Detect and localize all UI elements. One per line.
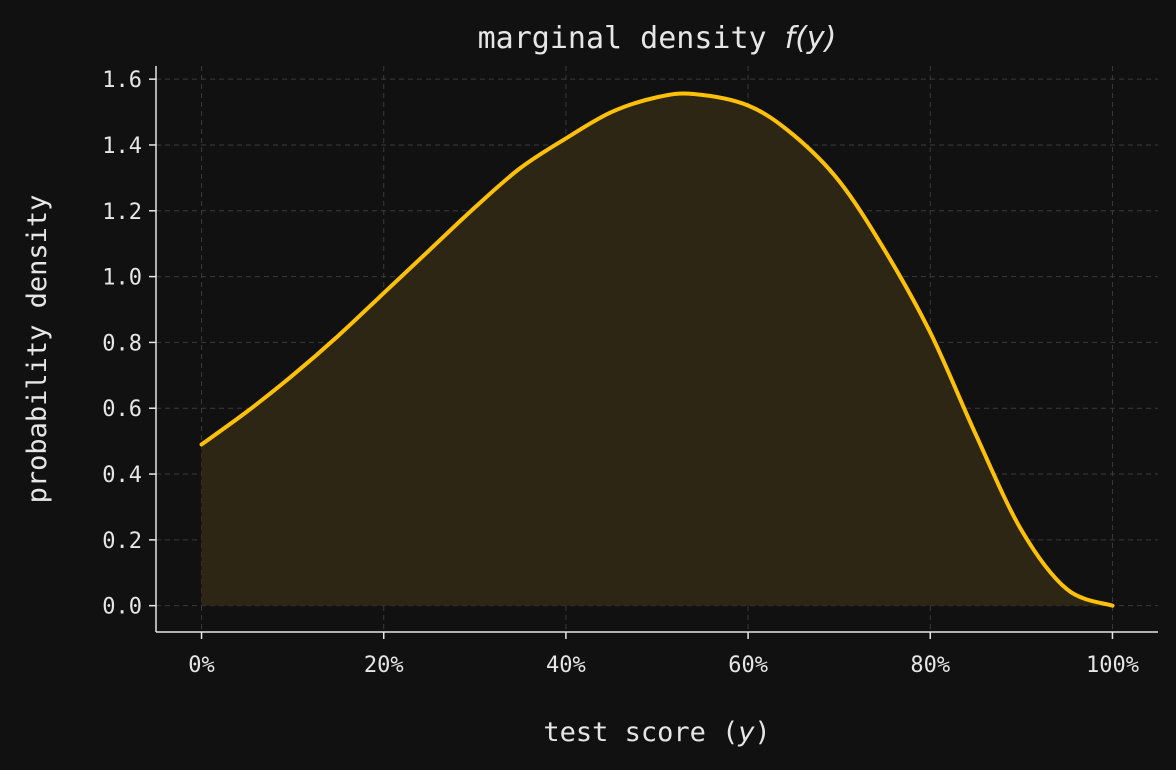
y-tick-label: 0.0 (102, 595, 142, 620)
y-tick-label: 0.8 (102, 331, 142, 356)
y-tick-label: 1.0 (102, 266, 142, 291)
x-tick-label: 60% (728, 653, 768, 678)
y-tick-label: 0.2 (102, 529, 142, 554)
x-tick-label: 0% (188, 653, 215, 678)
axes-spines (155, 66, 1158, 633)
x-axis-title-math: y (737, 717, 755, 748)
y-ticks: 0.0 0.2 0.4 0.6 0.8 1.0 1.2 1.4 1.6 (102, 68, 156, 620)
x-tick-label: 100% (1086, 653, 1139, 678)
y-axis-title: probability density (22, 195, 53, 504)
y-tick-label: 0.6 (102, 397, 142, 422)
x-axis-title: test score (y) (543, 717, 770, 748)
chart-title: marginal density f(y) (478, 21, 837, 56)
x-ticks: 0% 20% 40% 60% 80% 100% (188, 632, 1139, 678)
y-tick-label: 1.2 (102, 200, 142, 225)
x-tick-label: 20% (364, 653, 404, 678)
x-tick-label: 40% (546, 653, 586, 678)
y-tick-label: 1.6 (102, 68, 142, 93)
y-tick-label: 0.4 (102, 463, 142, 488)
chart-title-math: f(y) (785, 21, 837, 56)
density-curve (199, 91, 1115, 608)
x-tick-label: 80% (910, 653, 950, 678)
density-area-fill (201, 93, 1113, 606)
y-tick-label: 1.4 (102, 134, 142, 159)
